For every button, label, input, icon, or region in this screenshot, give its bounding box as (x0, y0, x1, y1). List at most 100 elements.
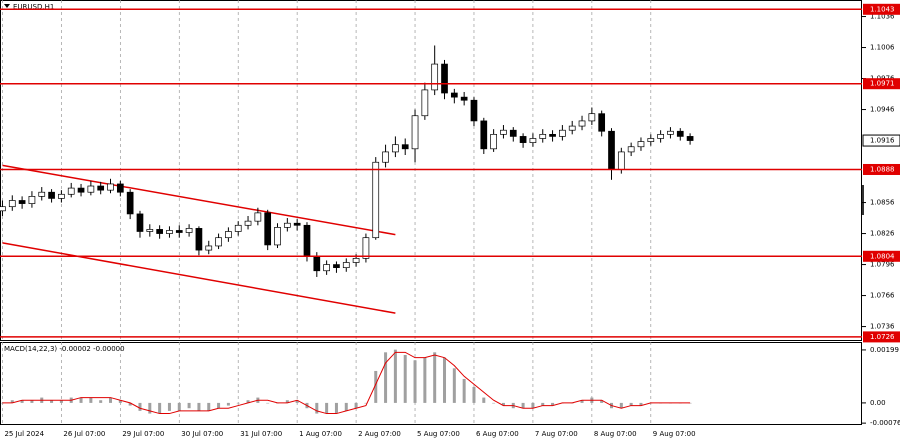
candle-body (48, 191, 55, 199)
candle-body (156, 229, 163, 234)
candle-body (67, 187, 75, 195)
price-panel (0, 0, 862, 341)
macd-bar (413, 360, 417, 403)
macd-bar (423, 357, 427, 403)
macd-bar (315, 402, 319, 414)
macd-bar (403, 354, 407, 403)
macd-title: MACD(14,22,3) -0.00002 -0.00000 (4, 345, 125, 353)
macd-bar (344, 402, 348, 411)
candle-body (58, 193, 65, 199)
candle-body (450, 92, 458, 98)
macd-bar (334, 402, 338, 414)
candle-body (588, 113, 596, 122)
candle-body (401, 144, 409, 150)
macd-bar (325, 402, 329, 414)
candle-body (77, 187, 85, 193)
candle-body (215, 237, 222, 247)
candle-body (97, 185, 105, 191)
candle-body (686, 136, 694, 141)
candle-body (470, 99, 478, 122)
candle-body (676, 130, 684, 137)
candle-body (244, 220, 252, 226)
candle-body (136, 213, 144, 232)
candle-body (362, 237, 370, 259)
candle-body (382, 151, 389, 163)
level-tag (863, 163, 900, 175)
macd-bar (393, 349, 397, 403)
candle-body (352, 258, 360, 263)
candle-body (87, 185, 95, 193)
candle-body (303, 224, 311, 257)
macd-bar (541, 402, 545, 406)
candle-body (549, 133, 556, 137)
candle-body (254, 212, 262, 222)
menu-icon (4, 4, 10, 8)
y-tick-label: 1.1036 (870, 13, 895, 21)
macd-bar (462, 378, 466, 403)
candle-body (490, 133, 497, 150)
candle-body (0, 206, 6, 212)
x-tick-label: 26 Jul 07:00 (63, 430, 105, 438)
chart-title: EURUSD,H1 (13, 3, 54, 11)
candle-body (166, 230, 173, 234)
macd-bar (521, 402, 525, 409)
macd-bar (374, 370, 378, 403)
candle-body (234, 224, 242, 232)
y-tick-label: 0.00199 (870, 346, 899, 354)
candle-body (274, 227, 281, 246)
candle-body (568, 125, 576, 131)
candle-body (323, 264, 330, 272)
candle-body (8, 200, 16, 208)
level-tag (863, 3, 900, 15)
candle-body (126, 191, 134, 215)
candle-body (205, 245, 213, 251)
y-tick-label: 1.0826 (870, 230, 895, 238)
candle-body (460, 96, 468, 101)
candle-body (28, 196, 36, 204)
macd-bar (600, 400, 604, 403)
macd-bar (285, 400, 289, 403)
level-label: 1.0971 (870, 80, 895, 88)
candle-body (313, 255, 321, 272)
macd-bar (99, 400, 103, 403)
macd-bar (207, 402, 211, 411)
macd-bar (384, 352, 388, 403)
x-tick-label: 8 Aug 07:00 (594, 430, 637, 438)
candle-body (175, 230, 183, 233)
macd-bar (472, 386, 476, 403)
macd-bar (531, 402, 535, 409)
candle-body (578, 120, 586, 127)
macd-bar (158, 402, 162, 414)
macd-bar (118, 400, 122, 403)
level-label: 1.0804 (870, 252, 895, 260)
macd-bar (452, 368, 456, 403)
candle-body (195, 228, 203, 251)
y-tick-label: 1.0796 (870, 261, 895, 269)
x-tick-label: 5 Aug 07:00 (417, 430, 460, 438)
y-tick-label: 1.0736 (870, 323, 895, 331)
level-tag (863, 78, 900, 90)
candle-body (107, 183, 114, 191)
candle-body (18, 200, 26, 204)
x-tick-label: 6 Aug 07:00 (476, 430, 519, 438)
signal-line (2, 351, 691, 415)
x-tick-label: 25 Jul 2024 (4, 430, 44, 438)
macd-bar (551, 402, 555, 406)
current-price-label: 1.0916 (870, 137, 895, 145)
level-label: 1.1043 (870, 5, 895, 13)
x-tick-label: 30 Jul 07:00 (181, 430, 223, 438)
candle-body (539, 133, 547, 139)
y-tick-label: -0.00076 (870, 419, 900, 427)
candle-body (598, 113, 606, 132)
macd-bar (30, 400, 34, 403)
candle-body (500, 129, 507, 135)
candle-body (627, 146, 635, 153)
candle-body (529, 138, 537, 143)
x-tick-label: 7 Aug 07:00 (535, 430, 578, 438)
y-tick-label: 1.0766 (870, 292, 895, 300)
macd-bar (266, 402, 270, 404)
candle-body (372, 161, 380, 239)
x-tick-label: 2 Aug 07:00 (358, 430, 401, 438)
y-tick-label: 1.1006 (870, 44, 895, 52)
